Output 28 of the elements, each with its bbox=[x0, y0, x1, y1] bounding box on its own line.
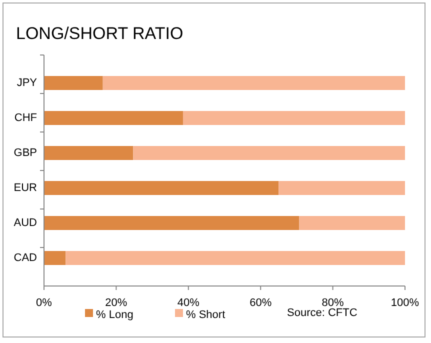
bar bbox=[102, 76, 405, 90]
y-tick-label: GBP bbox=[14, 147, 37, 159]
legend-label: % Short bbox=[186, 309, 226, 321]
bar bbox=[44, 181, 279, 195]
bar bbox=[182, 111, 405, 125]
x-tick-label: 0% bbox=[36, 297, 52, 309]
x-tick-label: 40% bbox=[177, 297, 200, 309]
x-tick-label: 20% bbox=[105, 297, 128, 309]
bar bbox=[299, 216, 405, 230]
x-tick-label: 60% bbox=[250, 297, 272, 309]
chart-title: LONG/SHORT RATIO bbox=[16, 24, 184, 43]
x-tick-label: 80% bbox=[322, 297, 344, 309]
legend-label: % Long bbox=[96, 309, 134, 321]
bar bbox=[44, 146, 134, 160]
y-tick-label: CAD bbox=[14, 252, 38, 264]
bar bbox=[44, 76, 103, 90]
y-tick-label: AUD bbox=[14, 217, 38, 229]
bar bbox=[44, 111, 183, 125]
bar bbox=[44, 251, 66, 265]
y-tick-label: JPY bbox=[16, 77, 38, 89]
y-tick-label: CHF bbox=[14, 112, 38, 124]
x-tick-label: 100% bbox=[390, 297, 420, 309]
bar bbox=[133, 146, 405, 160]
bar bbox=[66, 251, 405, 265]
y-tick-label: EUR bbox=[14, 182, 38, 194]
bar bbox=[44, 216, 300, 230]
source-note: Source: CFTC bbox=[287, 307, 358, 319]
bar bbox=[278, 181, 405, 195]
